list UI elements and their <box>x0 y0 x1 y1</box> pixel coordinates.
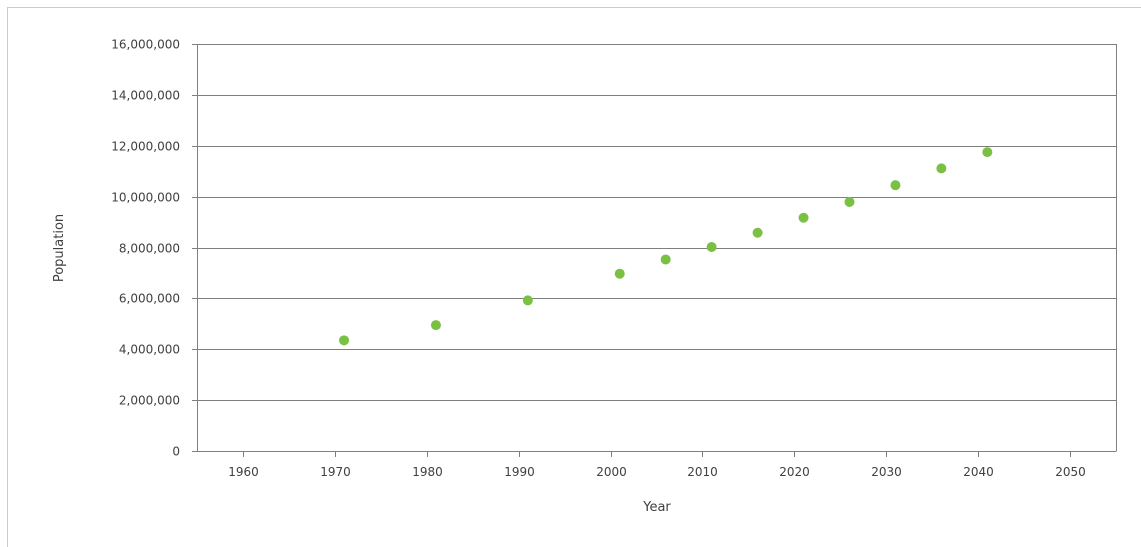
data-point <box>982 147 993 158</box>
y-axis-title: Population <box>52 214 67 282</box>
data-point <box>614 268 625 279</box>
y-tick-label: 14,000,000 <box>111 89 180 103</box>
data-point <box>660 254 671 265</box>
x-tick-label: 2020 <box>779 465 810 479</box>
axes <box>192 44 1117 457</box>
y-tick-label: 12,000,000 <box>111 140 180 154</box>
y-tick-label: 6,000,000 <box>119 292 180 306</box>
chart-frame <box>7 7 1141 547</box>
y-tick-label: 4,000,000 <box>119 343 180 357</box>
x-tick-label: 1960 <box>228 465 259 479</box>
x-tick-label: 2000 <box>596 465 627 479</box>
x-tick-label: 2030 <box>871 465 902 479</box>
data-point <box>430 320 441 331</box>
x-tick-label: 1980 <box>412 465 443 479</box>
gridlines <box>197 44 1116 452</box>
x-tick-label: 1990 <box>504 465 535 479</box>
data-points <box>339 147 993 346</box>
x-tick-label: 2010 <box>687 465 718 479</box>
data-point <box>798 212 809 223</box>
data-point <box>339 335 350 346</box>
x-axis-title: Year <box>642 500 671 515</box>
x-tick-label: 2040 <box>963 465 994 479</box>
data-point <box>936 163 947 174</box>
data-point <box>890 180 901 191</box>
data-point <box>522 295 533 306</box>
data-point <box>844 196 855 207</box>
data-point <box>706 241 717 252</box>
y-tick-label: 16,000,000 <box>111 38 180 52</box>
y-tick-label: 8,000,000 <box>119 242 180 256</box>
y-tick-label: 2,000,000 <box>119 394 180 408</box>
x-tick-label: 2050 <box>1055 465 1086 479</box>
data-point <box>752 227 763 238</box>
y-tick-label: 0 <box>172 445 180 459</box>
x-tick-label: 1970 <box>320 465 351 479</box>
y-tick-label: 10,000,000 <box>111 191 180 205</box>
tick-labels: 0 2,000,000 4,000,000 6,000,000 8,000,000 10,… <box>111 38 1085 480</box>
